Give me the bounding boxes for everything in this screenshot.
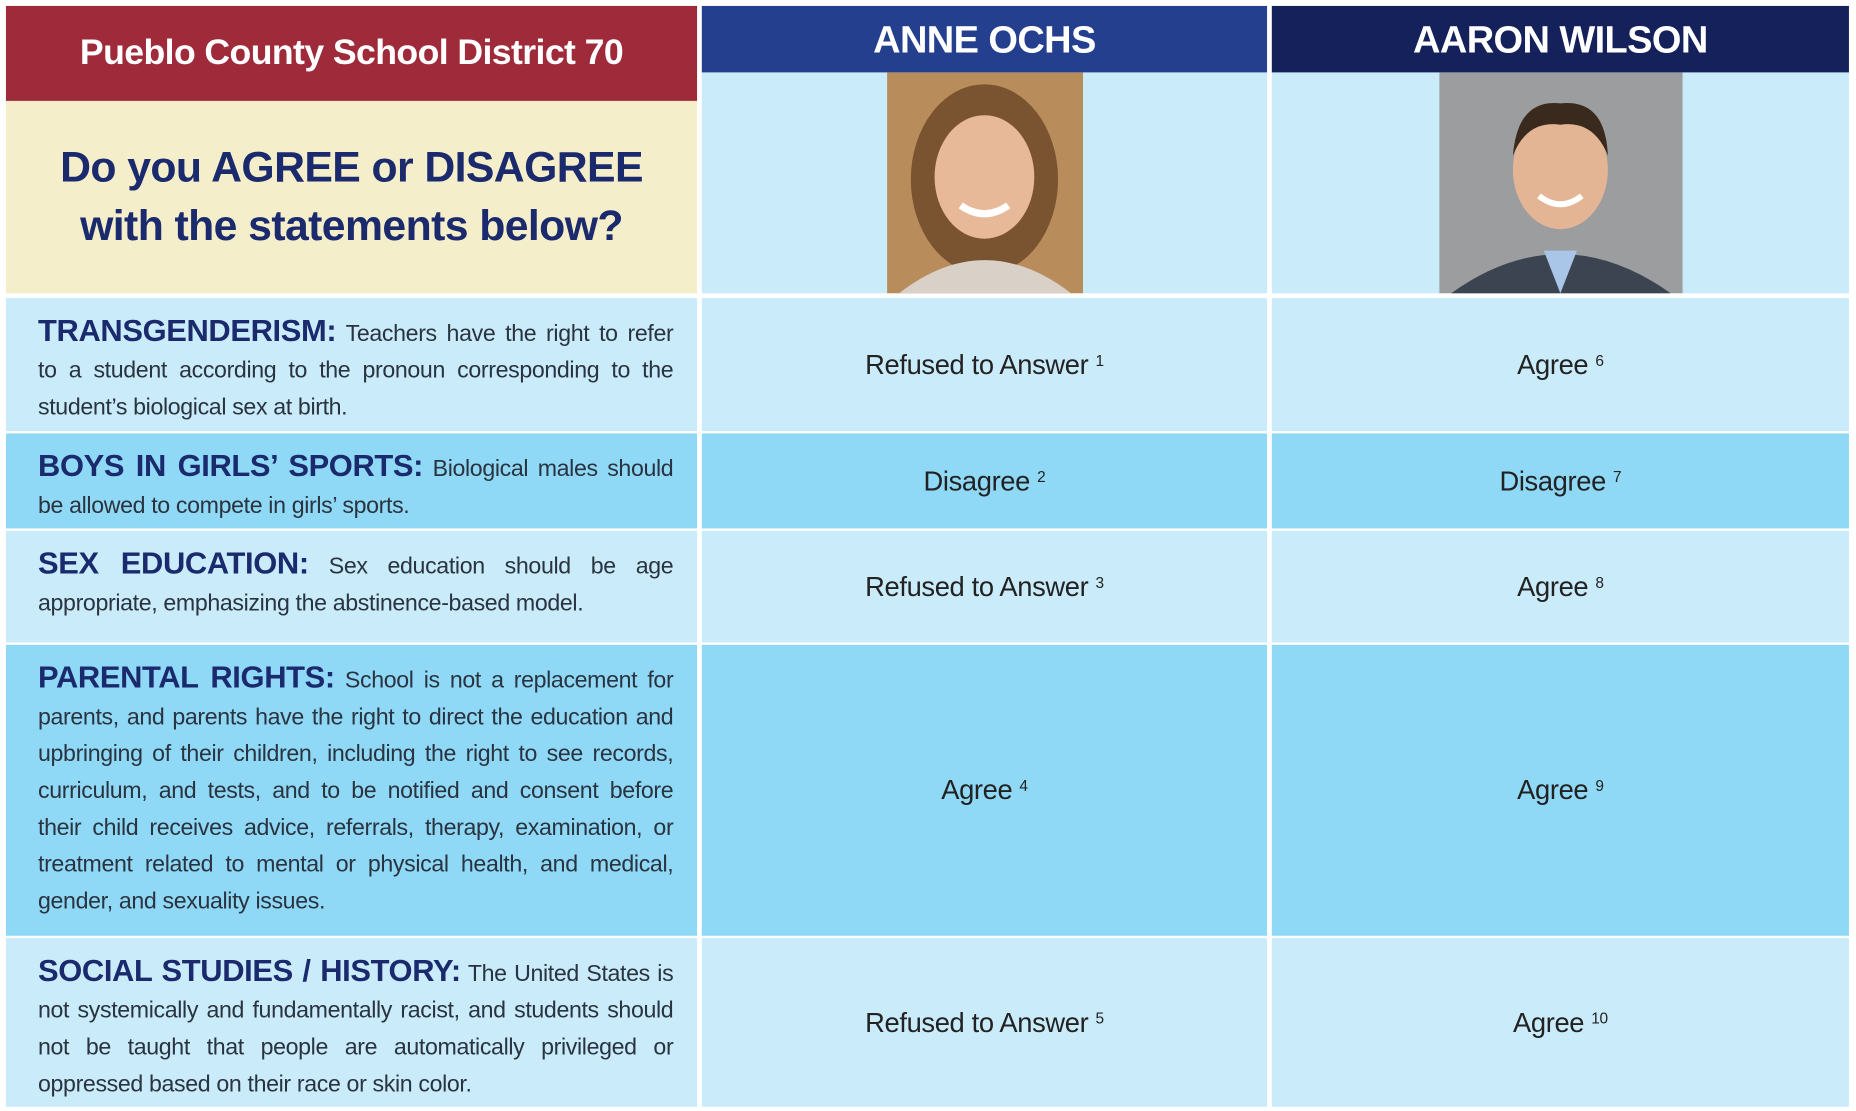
- answer: Disagree: [923, 464, 1031, 496]
- statement-cell: BOYS IN GIRLS’ SPORTS: Biological males …: [5, 433, 698, 529]
- answer: Refused to Answer: [865, 348, 1089, 380]
- footnote-ref: 6: [1595, 350, 1604, 369]
- candidate-header: ANNE OCHS: [701, 5, 1268, 294]
- footnote-ref: 3: [1095, 572, 1104, 591]
- footnote-ref: 1: [1095, 350, 1104, 369]
- answer-cell: Agree 6: [1271, 298, 1849, 432]
- statement-cell: PARENTAL RIGHTS: School is not a replace…: [5, 644, 698, 936]
- candidate-header: AARON WILSON: [1271, 5, 1849, 294]
- answer-cell: Agree 10: [1271, 938, 1849, 1107]
- topic: BOYS IN GIRLS’ SPORTS:: [38, 447, 424, 484]
- statement: The United States is not systemically an…: [38, 960, 674, 1098]
- answer: Disagree: [1499, 464, 1606, 496]
- statement-cell: SEX EDUCATION: Sex education should be a…: [5, 530, 698, 643]
- statement: School is not a replacement for parents,…: [38, 667, 674, 915]
- topic: TRANSGENDERISM:: [38, 312, 337, 348]
- candidate-photo: [1438, 72, 1683, 294]
- answer: Agree: [941, 774, 1013, 806]
- answer-cell: Refused to Answer 5: [701, 938, 1268, 1107]
- statement: Sex education should be age appropriate,…: [38, 553, 674, 617]
- footnote-ref: 5: [1095, 1008, 1104, 1027]
- footnote-ref: 2: [1037, 467, 1046, 486]
- header-left: Pueblo County School District 70 Do you …: [5, 5, 698, 294]
- candidate-name: ANNE OCHS: [701, 5, 1268, 73]
- answer-cell: Agree 9: [1271, 644, 1849, 936]
- statement: Biological males should be allowed to co…: [38, 456, 674, 519]
- answer-cell: Disagree 7: [1271, 433, 1849, 529]
- answer: Agree: [1517, 570, 1589, 602]
- topic: SOCIAL STUDIES / HISTORY:: [38, 952, 461, 988]
- photo-area: [1271, 72, 1849, 294]
- district-title: Pueblo County School District 70: [5, 5, 698, 101]
- statement-cell: TRANSGENDERISM: Teachers have the right …: [5, 298, 698, 432]
- topic: SEX EDUCATION:: [38, 545, 309, 581]
- footnote-ref: 10: [1591, 1008, 1608, 1027]
- candidate-name: AARON WILSON: [1271, 5, 1849, 73]
- footnote-ref: 9: [1595, 776, 1604, 795]
- answer-cell: Disagree 2: [701, 433, 1268, 529]
- footnote-ref: 4: [1019, 776, 1028, 795]
- candidate-photo: [886, 72, 1083, 294]
- answer-cell: Agree 4: [701, 644, 1268, 936]
- photo-area: [701, 72, 1268, 294]
- question: Do you AGREE or DISAGREE with the statem…: [5, 100, 698, 294]
- answer: Refused to Answer: [865, 1006, 1089, 1038]
- statement-cell: SOCIAL STUDIES / HISTORY: The United Sta…: [5, 938, 698, 1107]
- answer-cell: Refused to Answer 1: [701, 298, 1268, 432]
- topic: PARENTAL RIGHTS:: [38, 659, 335, 695]
- answer: Agree: [1513, 1006, 1585, 1038]
- answer-cell: Refused to Answer 3: [701, 530, 1268, 643]
- comparison-table: Pueblo County School District 70 Do you …: [5, 5, 1849, 1107]
- answer-cell: Agree 8: [1271, 530, 1849, 643]
- answer: Refused to Answer: [865, 570, 1089, 602]
- statement: Teachers have the right to refer to a st…: [38, 320, 674, 421]
- footnote-ref: 8: [1595, 572, 1604, 591]
- answer: Agree: [1517, 348, 1589, 380]
- answer: Agree: [1517, 774, 1589, 806]
- footnote-ref: 7: [1613, 467, 1622, 486]
